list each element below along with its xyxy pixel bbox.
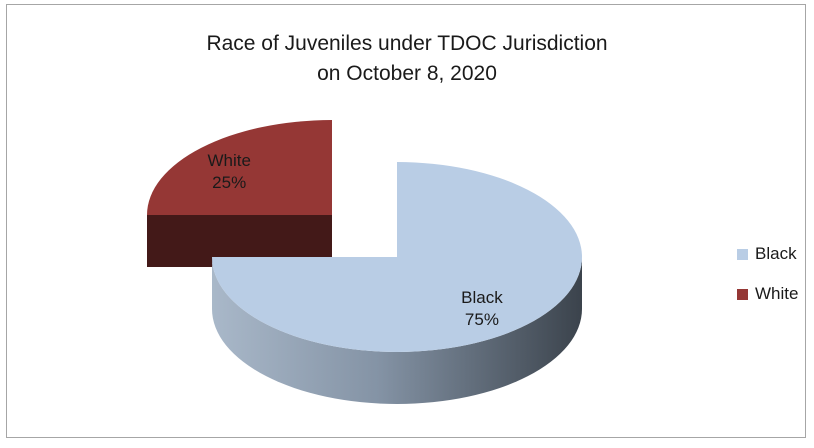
data-label-black-value: 75% [465,310,499,329]
legend-swatch-black [737,248,748,260]
legend: Black White [737,241,798,321]
data-labels: White 25% Black 75% [207,151,503,329]
pie-slice-black [212,162,582,352]
pie-slices [147,120,582,404]
data-label-white-value: 25% [212,173,246,192]
pie-slice-white-wall-end [147,215,332,267]
data-label-white-name: White [207,151,250,170]
legend-label-white: White [755,284,799,303]
chart-frame: Race of Juveniles under TDOC Jurisdictio… [6,4,806,438]
pie-plot: White 25% Black 75% [147,120,582,404]
legend-swatch-white [737,288,748,300]
legend-item-white: White [737,281,798,307]
pie-slice-black-side [212,257,582,404]
chart-title-line2: on October 8, 2020 [317,62,497,85]
legend-label-black: Black [755,244,797,263]
chart-title: Race of Juveniles under TDOC Jurisdictio… [7,29,807,89]
pie-slice-white [147,120,332,215]
legend-item-black: Black [737,241,798,267]
chart-title-line1: Race of Juveniles under TDOC Jurisdictio… [206,32,608,55]
data-label-black-name: Black [461,288,503,307]
